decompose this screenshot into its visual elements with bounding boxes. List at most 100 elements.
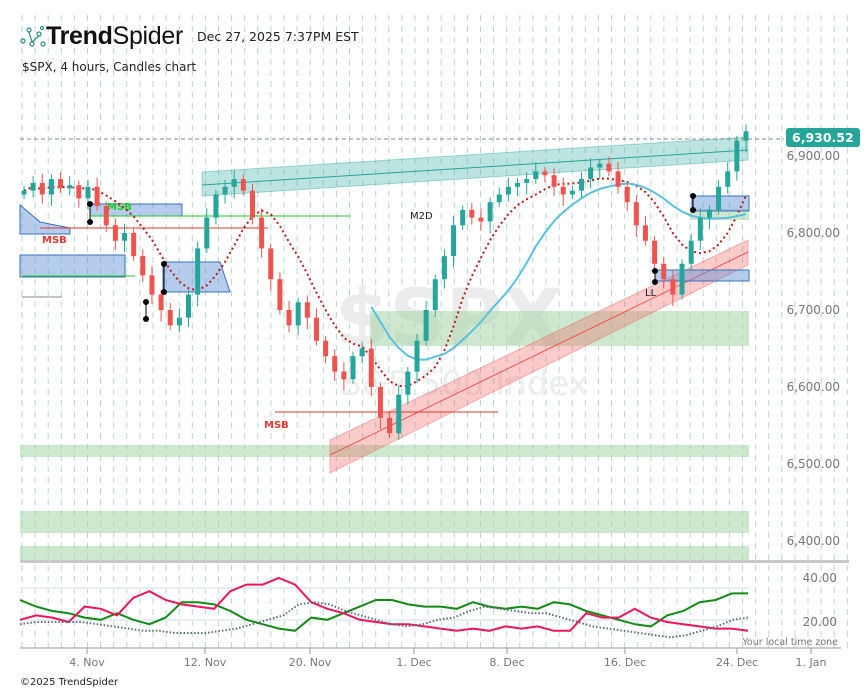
- candle-body: [697, 217, 703, 241]
- candle-body: [140, 256, 146, 276]
- zone: [20, 445, 749, 457]
- x-tick-label: 4. Nov: [69, 656, 105, 669]
- candle-body: [496, 194, 502, 203]
- msb-label: MSB: [107, 202, 132, 213]
- price-tick: 6,500.00: [787, 457, 840, 471]
- candle-body: [332, 356, 338, 372]
- candle-body: [167, 310, 173, 326]
- candle-body: [222, 186, 228, 195]
- support-zones: [20, 209, 749, 560]
- candle-body: [359, 348, 365, 357]
- candle-body: [734, 140, 740, 172]
- candle-body: [204, 217, 210, 249]
- candle-body: [615, 171, 621, 187]
- price-axis[interactable]: 6,900.00 6,800.00 6,700.00 6,600.00 6,500.00…: [787, 149, 840, 548]
- candle-body: [487, 202, 493, 222]
- candle-body: [396, 394, 402, 434]
- x-tick-label: 12. Nov: [184, 656, 227, 669]
- candle-body: [725, 171, 731, 187]
- candle-body: [652, 240, 658, 264]
- brand-light: Spider: [112, 22, 184, 50]
- upper-channel: [201, 136, 749, 197]
- x-tick-label: 8. Dec: [489, 656, 524, 669]
- oscillator-panel: [19, 576, 749, 639]
- candle-body: [67, 185, 73, 189]
- candle-body: [633, 202, 639, 226]
- candle-body: [213, 194, 219, 218]
- candle-body: [578, 179, 584, 191]
- candle-body: [706, 209, 712, 218]
- candle-body: [515, 182, 521, 187]
- candle-body: [469, 209, 475, 218]
- candle-body: [158, 294, 164, 310]
- zone: [20, 511, 749, 533]
- candle-body: [58, 179, 64, 189]
- candle-body: [743, 131, 749, 141]
- candles: [21, 124, 749, 441]
- candle-body: [597, 163, 603, 168]
- x-tick-label: 24. Dec: [716, 656, 758, 669]
- candle-body: [277, 279, 283, 310]
- candle-body: [231, 179, 237, 187]
- zone: [690, 209, 749, 220]
- chart-subtitle: $SPX, 4 hours, Candles chart: [22, 60, 197, 74]
- candle-body: [149, 275, 155, 295]
- m2d-label: M2D: [410, 211, 433, 222]
- candle-body: [48, 179, 54, 195]
- oscillator-line: [19, 592, 748, 632]
- zone: [20, 546, 749, 560]
- candle-body: [76, 185, 82, 199]
- swing-markers: [87, 193, 696, 322]
- candle-body: [670, 279, 676, 295]
- candle-body: [432, 279, 438, 310]
- candle-body: [195, 248, 201, 295]
- candle-body: [460, 209, 466, 226]
- candle-body: [350, 356, 356, 380]
- candle-body: [21, 190, 27, 195]
- candle-body: [313, 317, 319, 341]
- candle-body: [542, 171, 548, 176]
- candle-body: [112, 225, 118, 241]
- time-axis[interactable]: 4. Nov 12. Nov 20. Nov 1. Dec 8. Dec 16. Dec 2…: [69, 648, 827, 669]
- msb-label: MSB: [42, 235, 67, 246]
- candle-body: [323, 340, 329, 357]
- price-tick: 6,900.00: [787, 149, 840, 163]
- oscillator-tick: 20.00: [803, 615, 837, 629]
- candle-body: [505, 186, 511, 195]
- x-tick-label: 1. Dec: [396, 656, 431, 669]
- candle-body: [533, 171, 539, 180]
- msb-label: MSB: [264, 420, 289, 431]
- timezone-note: Your local time zone: [741, 637, 838, 648]
- candle-body: [368, 348, 374, 387]
- candle-body: [30, 182, 36, 191]
- candle-body: [176, 317, 182, 326]
- price-tick: 6,800.00: [787, 226, 840, 240]
- candle-body: [405, 371, 411, 395]
- candle-body: [122, 233, 128, 241]
- candle-body: [103, 206, 109, 226]
- candle-body: [560, 186, 566, 195]
- candle-body: [240, 179, 246, 191]
- candle-body: [249, 190, 255, 218]
- oscillator-axis: 40.00 20.00: [803, 571, 837, 629]
- candle-body: [716, 186, 722, 210]
- candle-body: [268, 248, 274, 280]
- dotted-ma-line: [23, 177, 747, 388]
- candle-body: [131, 233, 137, 257]
- candle-body: [606, 163, 612, 172]
- candle-body: [441, 256, 447, 280]
- candle-body: [624, 186, 630, 203]
- panel-divider[interactable]: [20, 560, 849, 563]
- x-tick-label: 16. Dec: [604, 656, 646, 669]
- candle-body: [588, 167, 594, 180]
- candle-body: [451, 225, 457, 257]
- candle-body: [661, 263, 667, 280]
- oscillator-tick: 40.00: [803, 571, 837, 585]
- ll-label: LL: [645, 288, 657, 299]
- candle-body: [524, 179, 530, 183]
- x-tick-label: 20. Nov: [289, 656, 332, 669]
- price-tick: 6,600.00: [787, 380, 840, 394]
- candle-body: [414, 340, 420, 372]
- candle-body: [569, 190, 575, 195]
